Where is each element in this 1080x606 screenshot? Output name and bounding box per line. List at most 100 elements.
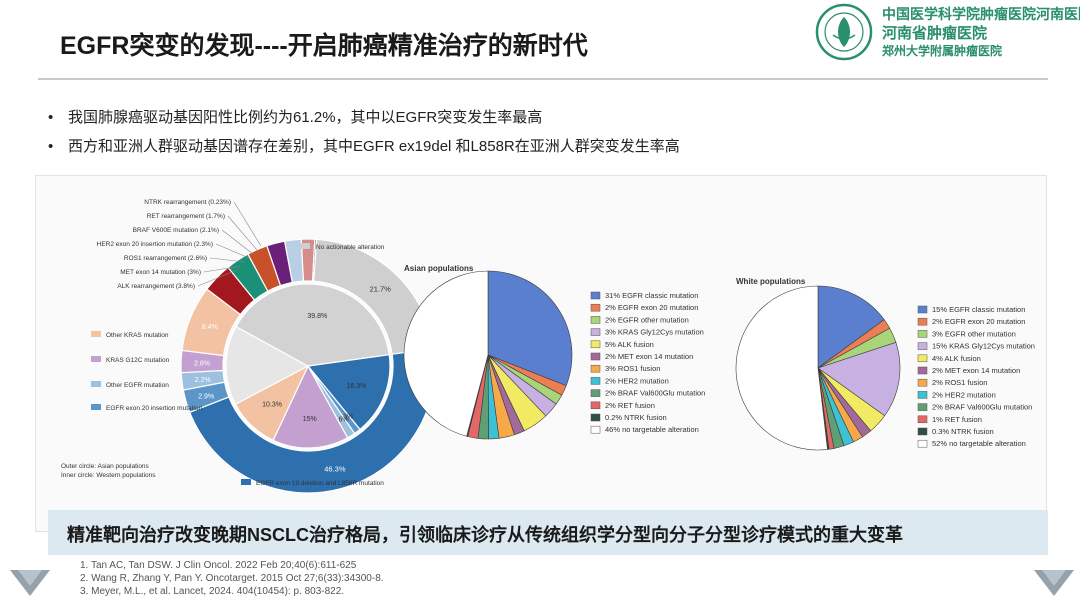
legend-swatch <box>590 303 601 312</box>
chart-title: Asian populations <box>404 264 474 273</box>
legend-label: 2% ROS1 fusion <box>932 378 987 387</box>
pie-slice <box>487 270 573 387</box>
legend-swatch <box>590 340 601 349</box>
hospital-name-line: 河南省肿瘤医院 <box>882 24 988 42</box>
legend-label: Other KRAS mutation <box>106 332 169 339</box>
legend-swatch <box>917 378 928 387</box>
legend-swatch <box>590 389 601 397</box>
slice-value-label: 2.8% <box>194 360 210 367</box>
hospital-name: 中国医学科学院肿瘤医院河南医院 河南省肿瘤医院 郑州大学附属肿瘤医院 <box>882 6 1080 60</box>
legend-label: 2% EGFR exon 20 mutation <box>932 317 1025 326</box>
legend-swatch <box>590 401 601 410</box>
charts-figure: 46.3% 2.9% 2.2% 2.8% 8.4% 21.7% 16.3% 1.3%1.6% 1… <box>61 199 1035 494</box>
legend-swatch <box>917 391 928 399</box>
hospital-logo <box>815 3 873 61</box>
pie-slice <box>188 347 436 494</box>
legend-swatch <box>590 328 601 336</box>
legend-label: Other EGFR mutation <box>106 382 169 389</box>
callout-label: ROS1 rearrangement (2.6%) <box>124 255 207 262</box>
slice-value-label: 39.8% <box>307 313 327 320</box>
legend-label: EGFR exon 20 insertion mutation <box>106 405 202 412</box>
legend-label: 4% ALK fusion <box>932 354 981 363</box>
legend-label: 2% BRAF Val600Glu mutation <box>932 403 1032 412</box>
slice-value-label: 16.3% <box>347 383 367 390</box>
bullet-list: • 我国肺腺癌驱动基因阳性比例约为61.2%，其中以EGFR突变发生率最高 • 西方… <box>48 103 680 161</box>
callout-label: NTRK rearrangement (0.23%) <box>144 199 231 206</box>
callout-label: ALK rearrangement (3.8%) <box>117 283 195 290</box>
legend-swatch <box>590 316 601 324</box>
callout-leader <box>221 229 254 255</box>
callout-label: BRAF V600E mutation (2.1%) <box>133 227 219 234</box>
legend-label: 0.3% NTRK fusion <box>932 427 994 436</box>
legend-label: 2% EGFR exon 20 mutation <box>605 303 698 312</box>
bullet-text: 西方和亚洲人群驱动基因谱存在差别，其中EGFR ex19del 和L858R在亚… <box>68 138 680 155</box>
reference-item: 3. Meyer, M.L., et al. Lancet, 2024. 404… <box>80 586 345 597</box>
reference-item: 1. Tan AC, Tan DSW. J Clin Oncol. 2022 F… <box>80 560 357 571</box>
legend-swatch <box>917 366 928 375</box>
pie-slice <box>235 283 390 367</box>
legend-swatch <box>917 342 928 350</box>
bullet-text: 我国肺腺癌驱动基因阳性比例约为61.2%，其中以EGFR突变发生率最高 <box>68 109 543 126</box>
legend-label: 3% ROS1 fusion <box>605 364 660 373</box>
slice-value-label: 1.3% <box>337 414 353 421</box>
slice-value-label: 1.6% <box>333 417 349 424</box>
legend-label: 5% ALK fusion <box>605 340 654 349</box>
slice-value-label: 2.9% <box>198 393 214 400</box>
pie-slice <box>272 364 349 449</box>
legend-label: 2% MET exon 14 mutation <box>932 366 1020 375</box>
callout-leader <box>233 201 262 247</box>
legend-label: 2% HER2 mutation <box>932 390 996 399</box>
legend-swatch <box>590 364 601 373</box>
legend-swatch <box>91 381 101 387</box>
slice-value-label: 46.3% <box>324 465 346 474</box>
legend-label: 2% HER2 mutation <box>605 376 669 385</box>
legend-label: 0.2% NTRK fusion <box>605 413 667 422</box>
legend-swatch <box>241 479 251 485</box>
circle-note: Outer circle: Asian populations <box>61 463 150 470</box>
legend-label: KRAS G12C mutation <box>106 357 170 364</box>
callout-leader <box>197 269 238 287</box>
chart-title: White populations <box>736 277 806 286</box>
legend-swatch <box>917 439 928 448</box>
conclusion-text: 精准靶向治疗改变晚期NSCLC治疗格局，引领临床诊疗从传统组织学分型向分子分型诊… <box>67 525 903 545</box>
legend-label: 3% KRAS Gly12Cys mutation <box>605 328 704 337</box>
slice-value-label: 21.7% <box>370 284 392 293</box>
right-corner-arrow-icon <box>1034 570 1074 596</box>
legend-label: 2% MET exon 14 mutation <box>605 352 693 361</box>
left-corner-arrow-icon <box>10 570 50 596</box>
bullet-item: • 我国肺腺癌驱动基因阳性比例约为61.2%，其中以EGFR突变发生率最高 <box>48 109 543 126</box>
callout-label: HER2 exon 20 insertion mutation (2.3%) <box>97 241 213 248</box>
legend-label: 52% no targetable alteration <box>932 439 1026 448</box>
legend-swatch <box>917 427 928 436</box>
legend-swatch <box>917 354 928 363</box>
legend-swatch <box>917 403 928 411</box>
references: 1. Tan AC, Tan DSW. J Clin Oncol. 2022 F… <box>80 559 384 598</box>
pie-slice <box>225 325 310 406</box>
legend-swatch <box>91 356 101 362</box>
legend-swatch <box>590 352 601 361</box>
legend-label: 15% EGFR classic mutation <box>932 305 1025 314</box>
legend-label: No actionable alteration <box>316 244 385 251</box>
legend-label: 2% EGFR other mutation <box>605 315 689 324</box>
conclusion-banner <box>48 510 1048 555</box>
legend-swatch <box>917 330 928 338</box>
slice-value-label: 8.4% <box>202 324 218 331</box>
legend-swatch <box>91 331 101 337</box>
slice-value-label: 10.3% <box>262 402 282 409</box>
legend-swatch <box>301 243 310 249</box>
slice-value-label: 15% <box>303 416 317 423</box>
pie-slice <box>306 353 391 431</box>
slide-title: EGFR突变的发现----开启肺癌精准治疗的新时代 <box>60 32 588 60</box>
callout-leader <box>227 215 258 251</box>
legend-swatch <box>590 425 601 434</box>
legend-label: 2% RET fusion <box>605 401 655 410</box>
legend-swatch <box>917 415 928 424</box>
legend-swatch <box>91 404 101 410</box>
callout-leader <box>215 243 250 259</box>
hospital-name-line: 中国医学科学院肿瘤医院河南医院 <box>882 7 1080 23</box>
circle-note: Inner circle: Western populations <box>61 472 156 479</box>
pie-slice <box>403 270 489 437</box>
hospital-name-line: 郑州大学附属肿瘤医院 <box>882 44 1003 58</box>
callout-leader <box>209 257 246 263</box>
figure-panel: 46.3% 2.9% 2.2% 2.8% 8.4% 21.7% 16.3% 1.3% 1.6% 1… <box>35 175 1047 532</box>
